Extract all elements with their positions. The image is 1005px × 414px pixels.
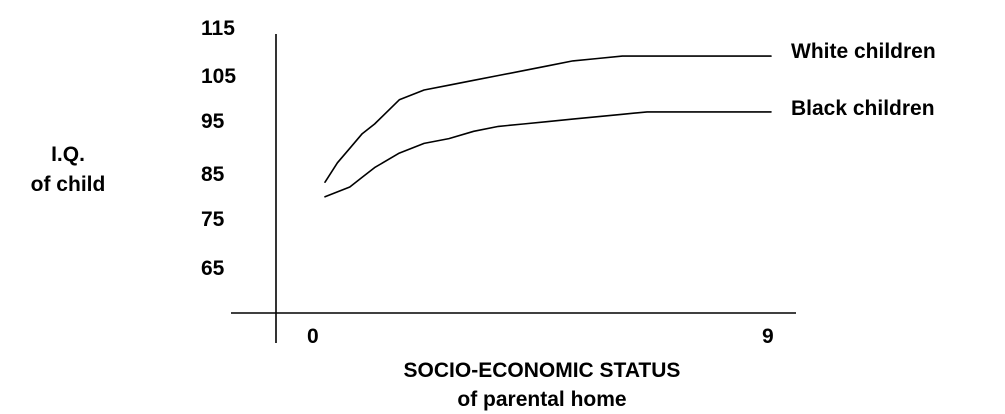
series-layer: White children Black children	[324, 40, 936, 198]
x-tick-label: 9	[762, 325, 774, 348]
y-tick-label: 115	[201, 17, 235, 40]
series-label: Black children	[791, 97, 935, 120]
x-axis-title-line1: SOCIO-ECONOMIC STATUS	[404, 359, 681, 382]
series-white-children: White children	[324, 40, 936, 183]
y-tick-label: 95	[201, 110, 225, 133]
x-tick-labels: 0 9	[307, 325, 774, 348]
y-tick-label: 85	[201, 163, 225, 186]
y-tick-label: 105	[201, 65, 236, 88]
y-tick-labels: 115 105 95 85 75 65	[201, 17, 236, 280]
y-tick-label: 75	[201, 208, 225, 231]
series-label: White children	[791, 40, 936, 63]
x-axis-title-line2: of parental home	[457, 388, 626, 411]
series-line	[324, 55, 772, 183]
x-tick-label: 0	[307, 325, 319, 348]
series-black-children: Black children	[324, 97, 935, 198]
y-tick-label: 65	[201, 257, 225, 280]
y-axis-title-line1: I.Q.	[51, 143, 85, 166]
series-line	[324, 111, 772, 198]
y-axis-title-line2: of child	[31, 173, 106, 196]
